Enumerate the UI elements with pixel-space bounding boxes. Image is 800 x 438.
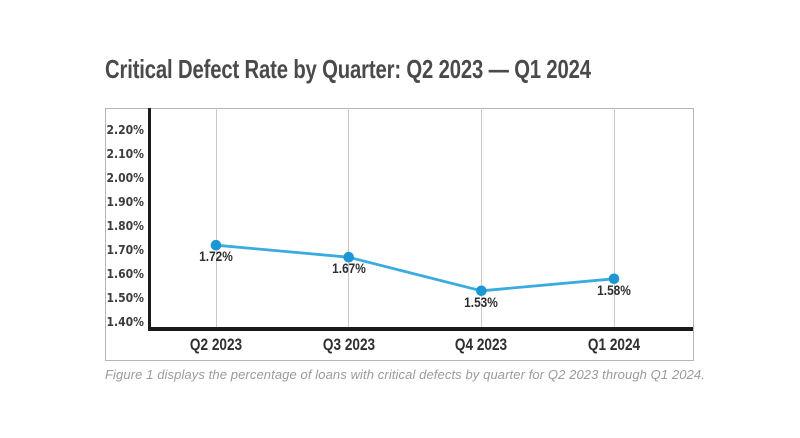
data-point-value-label: 1.58%	[597, 282, 631, 298]
x-tick-label: Q1 2024	[587, 335, 641, 354]
x-tick-label: Q4 2023	[455, 335, 508, 354]
y-tick-label: 1.80%	[106, 219, 144, 233]
chart-plot-border	[105, 108, 694, 361]
y-tick-label: 1.60%	[106, 267, 144, 281]
y-axis-line	[148, 108, 151, 331]
vertical-gridline	[480, 108, 482, 327]
data-point-value-label: 1.67%	[331, 261, 366, 277]
y-tick-label: 1.40%	[106, 315, 144, 329]
y-tick-label: 2.20%	[106, 123, 144, 137]
figure-caption: Figure 1 displays the percentage of loan…	[105, 367, 705, 382]
y-tick-label: 2.00%	[106, 171, 144, 185]
data-point-value-label: 1.53%	[464, 294, 499, 310]
vertical-gridline	[613, 108, 615, 327]
data-point-value-label: 1.72%	[199, 249, 233, 265]
x-axis-line	[148, 327, 693, 331]
y-tick-label: 1.50%	[106, 291, 144, 305]
y-tick-label: 1.70%	[106, 243, 144, 257]
vertical-gridline	[215, 108, 217, 327]
x-tick-label: Q3 2023	[322, 335, 375, 354]
y-tick-label: 1.90%	[106, 195, 144, 209]
chart-title: Critical Defect Rate by Quarter: Q2 2023…	[105, 54, 591, 84]
vertical-gridline	[348, 108, 350, 327]
y-tick-label: 2.10%	[106, 147, 144, 161]
x-tick-label: Q2 2023	[189, 335, 243, 354]
